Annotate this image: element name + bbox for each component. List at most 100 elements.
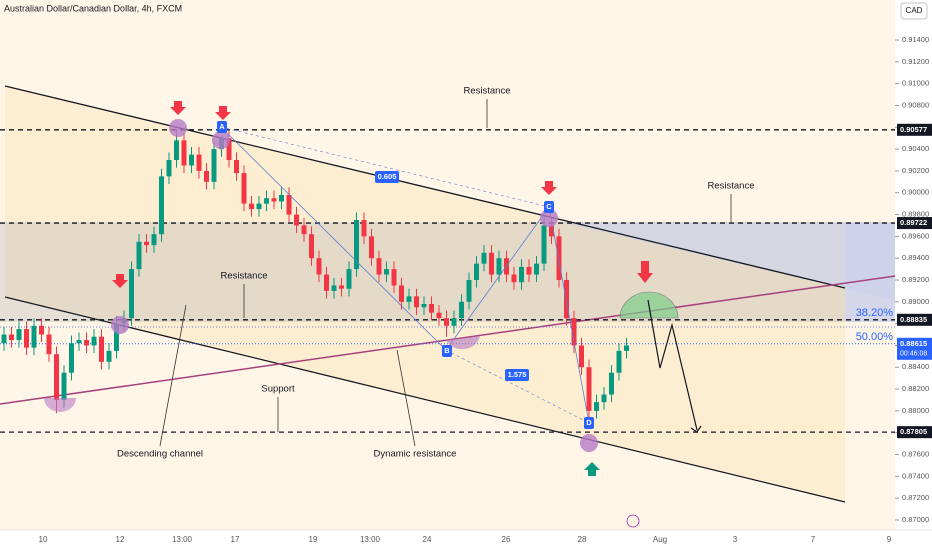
candle-body <box>331 285 337 291</box>
point-box <box>584 417 594 429</box>
candle-body <box>526 266 532 275</box>
y-tick-label: 0.91400 <box>902 35 929 44</box>
channel-bottom <box>4 296 846 503</box>
candle-body <box>414 296 419 308</box>
y-tick-label: 0.87000 <box>902 515 929 524</box>
candle-body <box>151 234 157 246</box>
candle-body <box>316 258 322 275</box>
y-tick-label: 0.90200 <box>902 166 929 175</box>
candle-body <box>159 176 164 235</box>
candle-body <box>309 234 314 259</box>
level-label: 0.88835 <box>900 315 927 324</box>
y-tick-label: 0.88200 <box>902 384 929 393</box>
candle-body <box>354 220 359 270</box>
x-tick-label: 13:00 <box>360 535 381 544</box>
candle-body <box>421 303 427 308</box>
x-tick-label: 9 <box>887 535 892 544</box>
y-tick-label: 0.88000 <box>902 406 929 415</box>
candle-body <box>174 140 179 161</box>
candle-body <box>556 236 562 280</box>
y-tick-label: 0.89800 <box>902 210 929 219</box>
candle-body <box>114 323 119 351</box>
candle-body <box>279 194 284 202</box>
candle-body <box>9 334 14 340</box>
y-tick-label: 0.91200 <box>902 57 929 66</box>
channel-fill <box>5 86 845 502</box>
candle-body <box>234 160 239 174</box>
harmonic <box>220 126 590 424</box>
candle-body <box>39 325 44 335</box>
candle-body <box>294 214 299 226</box>
candle-body <box>264 198 269 204</box>
y-tick-label: 0.90800 <box>902 100 929 109</box>
annotation: Resistance <box>221 271 268 282</box>
candle-body <box>466 279 472 302</box>
candle-body <box>361 220 367 237</box>
level-tag <box>897 426 932 439</box>
price-axis <box>895 0 932 550</box>
candle-body <box>586 367 592 411</box>
candle-body <box>196 154 202 171</box>
candle-body <box>534 263 539 275</box>
candle-body <box>549 225 554 237</box>
candle-body <box>594 402 599 411</box>
time-axis <box>0 530 895 550</box>
last-price-tag <box>897 337 932 360</box>
candle-body <box>76 339 82 344</box>
candle-body <box>61 372 67 400</box>
ratio-label: 1.575 <box>508 370 527 379</box>
annotation: Resistance <box>708 181 755 192</box>
point-box <box>217 121 227 133</box>
candle-body <box>391 269 397 286</box>
candle-body <box>564 279 569 319</box>
candle-body <box>489 252 494 275</box>
candle-body <box>459 301 464 319</box>
y-tick-label: 0.87400 <box>902 471 929 480</box>
y-tick-label: 0.89000 <box>902 297 929 306</box>
point-label: C <box>546 202 552 211</box>
candle-body <box>601 394 607 403</box>
annotation: Dynamic resistance <box>374 449 457 460</box>
level-tag <box>897 217 932 230</box>
candle-body <box>511 274 517 283</box>
x-tick-label: 12 <box>116 535 125 544</box>
currency-box <box>900 2 928 20</box>
countdown: 00:46:08 <box>900 351 927 358</box>
plot <box>0 129 895 433</box>
candle-body <box>376 258 382 275</box>
candle-body <box>451 318 457 326</box>
level-label: 0.87805 <box>900 427 927 436</box>
candle-body <box>241 173 247 204</box>
point-box <box>544 201 554 213</box>
candle-body <box>339 285 344 289</box>
candle-body <box>1 334 7 344</box>
candle-body <box>444 318 449 326</box>
annotation: Descending channel <box>117 449 203 460</box>
candle-body <box>301 225 307 235</box>
annotation: Resistance <box>464 86 511 97</box>
y-tick-label: 0.87200 <box>902 493 929 502</box>
level-label: 0.90577 <box>900 125 927 134</box>
ratio-box <box>505 369 529 381</box>
candle-body <box>496 258 502 275</box>
candle-body <box>106 350 112 362</box>
candle-body <box>84 339 89 346</box>
candle-body <box>46 334 52 355</box>
fib-label: 50.00% <box>856 331 894 343</box>
candle-body <box>181 140 187 166</box>
candle-body <box>609 372 614 395</box>
candle-body <box>91 336 97 346</box>
x-tick-label: 3 <box>733 535 738 544</box>
candle-body <box>624 345 629 351</box>
candle-body <box>324 274 329 291</box>
candle-body <box>16 329 22 340</box>
candle-body <box>519 266 524 283</box>
x-tick-label: 7 <box>811 535 816 544</box>
x-tick-label: 24 <box>423 535 432 544</box>
candle-body <box>579 345 584 368</box>
level-label: 0.89722 <box>900 218 927 227</box>
candle-body <box>541 225 547 264</box>
point-label: D <box>586 418 592 427</box>
candle-body <box>24 329 29 348</box>
level-tag <box>897 123 932 136</box>
